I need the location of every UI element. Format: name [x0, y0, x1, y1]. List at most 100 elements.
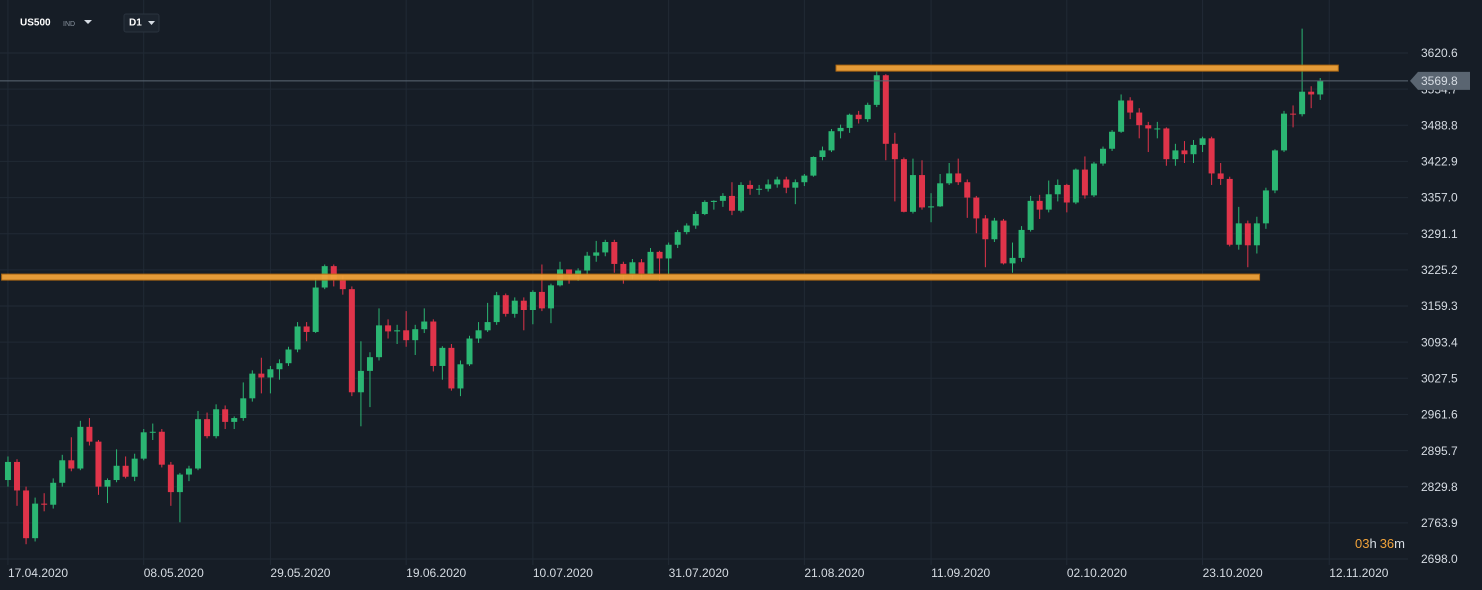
candle: [77, 420, 84, 471]
candle-body: [68, 460, 75, 469]
x-tick-label: 02.10.2020: [1067, 566, 1127, 580]
candle-body: [484, 322, 491, 331]
candle: [1063, 183, 1070, 213]
candle-body: [339, 279, 346, 290]
x-tick-label: 08.05.2020: [144, 566, 204, 580]
candle: [68, 437, 75, 472]
candle-body: [1262, 190, 1269, 224]
candle-body: [249, 373, 256, 399]
candle-body: [466, 338, 473, 365]
candle-body: [991, 220, 998, 240]
candle-body: [376, 325, 383, 358]
candle: [1145, 121, 1152, 153]
candle-body: [502, 295, 509, 314]
candle-body: [457, 364, 464, 389]
candle: [692, 211, 699, 229]
candle: [1208, 136, 1215, 185]
candle-body: [276, 363, 283, 370]
y-tick-label: 2961.6: [1421, 408, 1458, 422]
candle: [412, 324, 419, 355]
y-tick-label: 3159.3: [1421, 299, 1458, 313]
candle: [928, 193, 935, 223]
y-tick-label: 2698.0: [1421, 552, 1458, 566]
candle: [204, 412, 211, 439]
candle-body: [149, 431, 156, 433]
timeframe-box[interactable]: [123, 13, 160, 33]
candle: [891, 132, 898, 202]
candle-body: [701, 201, 708, 215]
candle: [113, 449, 120, 483]
symbol[interactable]: US500: [20, 18, 51, 29]
candle: [403, 311, 410, 347]
level-line: [835, 64, 1339, 72]
candle-body: [1281, 113, 1288, 151]
candle-body: [774, 179, 781, 185]
candle-body: [86, 426, 93, 442]
candle-body: [1181, 150, 1188, 155]
candle: [1217, 163, 1224, 185]
timeframe-selector[interactable]: D1: [123, 13, 160, 33]
candle: [1072, 168, 1079, 205]
x-tick-label: 17.04.2020: [8, 566, 68, 580]
candle-body: [602, 241, 609, 253]
candle: [855, 110, 862, 124]
candle: [502, 293, 509, 317]
candle: [267, 365, 274, 394]
candle: [23, 486, 30, 545]
last-price-label: 3569.8: [1421, 74, 1458, 88]
timeframe[interactable]: D1: [129, 18, 142, 29]
candle-body: [4, 461, 11, 481]
candle: [421, 308, 428, 334]
candle: [457, 360, 464, 397]
candle: [964, 179, 971, 218]
candle-body: [1054, 184, 1061, 195]
candle-body: [113, 465, 120, 481]
candle-body: [1172, 150, 1179, 160]
candle: [683, 223, 690, 235]
candle: [1199, 136, 1206, 153]
candle: [674, 229, 681, 249]
candle-body: [204, 419, 211, 437]
candle: [955, 158, 962, 185]
candle: [1308, 86, 1315, 109]
candle-body: [566, 269, 573, 276]
candle: [864, 102, 871, 122]
candle-body: [855, 114, 862, 120]
candle: [665, 242, 672, 276]
candle: [611, 239, 618, 273]
candle: [104, 478, 111, 504]
candle: [439, 346, 446, 380]
y-tick-label: 3291.1: [1421, 227, 1458, 241]
candle-body: [1090, 163, 1097, 196]
candle: [1127, 97, 1134, 120]
candle-body: [1235, 223, 1242, 245]
candle-body: [1018, 229, 1025, 258]
candle: [158, 429, 165, 468]
candle: [991, 217, 998, 242]
candle-body: [59, 460, 66, 483]
candle-body: [765, 184, 772, 189]
candle: [240, 382, 247, 421]
candle-body: [385, 325, 392, 332]
candle: [41, 493, 48, 512]
candle: [909, 158, 916, 214]
candle: [95, 439, 102, 495]
candle: [1018, 226, 1025, 262]
candle-body: [692, 214, 699, 226]
candle: [1009, 242, 1016, 273]
candle: [792, 179, 799, 205]
candle-body: [95, 441, 102, 487]
candle: [1027, 195, 1034, 232]
symbol-selector[interactable]: US500 IND: [20, 18, 92, 29]
candle-body: [656, 251, 663, 259]
x-tick-label: 10.07.2020: [533, 566, 593, 580]
candle-body: [584, 255, 591, 271]
candle-body: [167, 464, 174, 493]
candle: [231, 416, 238, 430]
candle: [1244, 220, 1251, 268]
candle: [1226, 176, 1233, 247]
candle-body: [1308, 91, 1315, 95]
last-price-tag: [1410, 71, 1470, 90]
candle: [276, 359, 283, 380]
